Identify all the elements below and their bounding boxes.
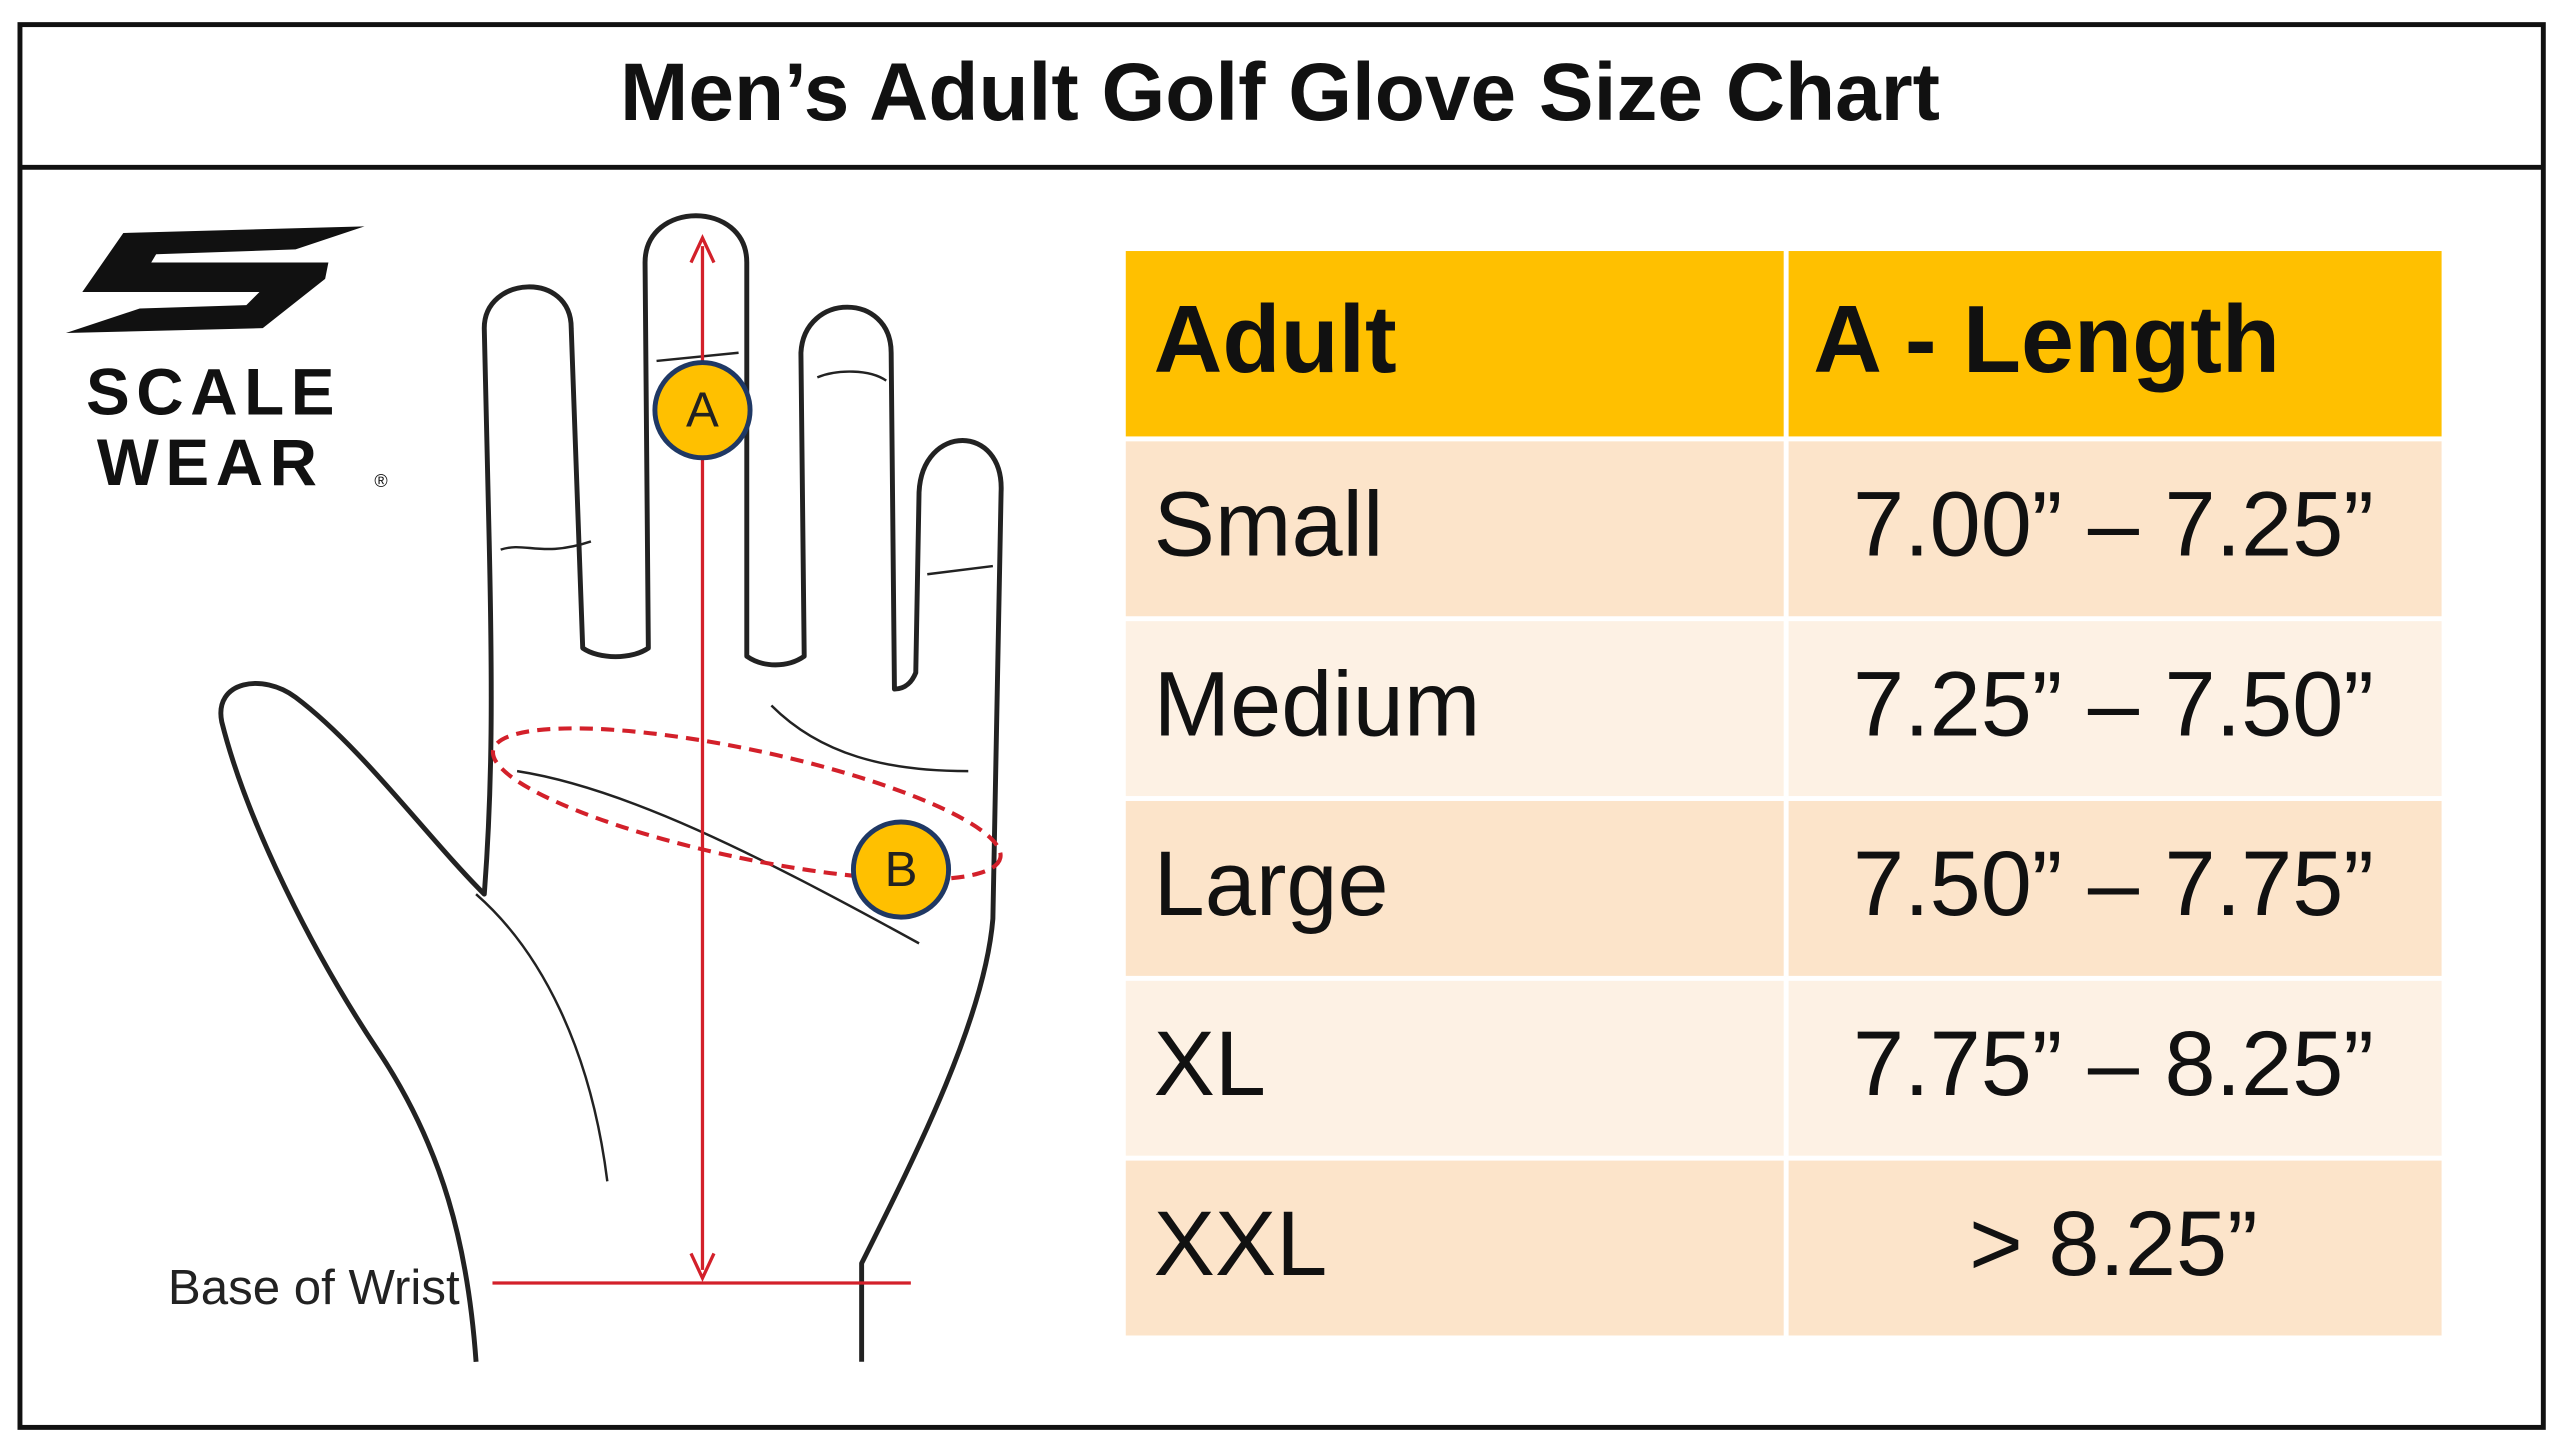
logo-line2: WEAR [97, 426, 324, 499]
row-cell [1788, 441, 2442, 617]
size-length: 7.75” – 8.25” [1853, 1013, 2374, 1115]
header-cell [1125, 251, 1784, 437]
row-cell [1125, 980, 1784, 1156]
logo: SCALE WEAR ® [65, 226, 388, 499]
header-cell [1788, 251, 2442, 437]
row-cell [1788, 621, 2442, 797]
size-length: 7.00” – 7.25” [1853, 474, 2374, 576]
logo-registered: ® [374, 471, 387, 491]
size-name: XXL [1154, 1193, 1328, 1295]
row-cell [1125, 800, 1784, 976]
row-cell [1788, 1160, 2442, 1336]
size-table: Adult A - Length Small 7.00” – 7.25” Medium 7… [1125, 251, 2442, 1336]
size-name: Small [1154, 474, 1384, 576]
size-length: 7.50” – 7.75” [1853, 833, 2374, 935]
title: Men’s Adult Golf Glove Size Chart [620, 47, 1940, 138]
logo-icon [65, 226, 365, 334]
row-cell [1788, 800, 2442, 976]
size-name: Medium [1154, 653, 1481, 755]
marker-a [652, 360, 753, 461]
logo-line1: SCALE [86, 355, 341, 428]
size-name: XL [1154, 1013, 1266, 1115]
size-name: Large [1154, 833, 1389, 935]
row-cell [1125, 621, 1784, 797]
size-length: 7.25” – 7.50” [1853, 653, 2374, 755]
header-text: A - Length [1813, 287, 2280, 393]
size-length: > 8.25” [1969, 1193, 2258, 1295]
girth-ellipse [490, 726, 1003, 882]
marker-b [850, 819, 952, 920]
hand-creases [475, 351, 994, 1182]
header-text: Adult [1154, 287, 1397, 393]
row-cell [1125, 441, 1784, 617]
row-cell [1788, 980, 2442, 1156]
row-cell [1125, 1160, 1784, 1336]
hand-outline [218, 213, 1004, 1362]
wrist-label: Base of Wrist [168, 1260, 460, 1315]
length-arrowheads [689, 234, 716, 1282]
marker-a-label: A [686, 382, 719, 437]
marker-b-label: B [885, 842, 918, 897]
measurements: A B Base of Wrist [168, 234, 1003, 1315]
hand [218, 213, 1004, 1362]
